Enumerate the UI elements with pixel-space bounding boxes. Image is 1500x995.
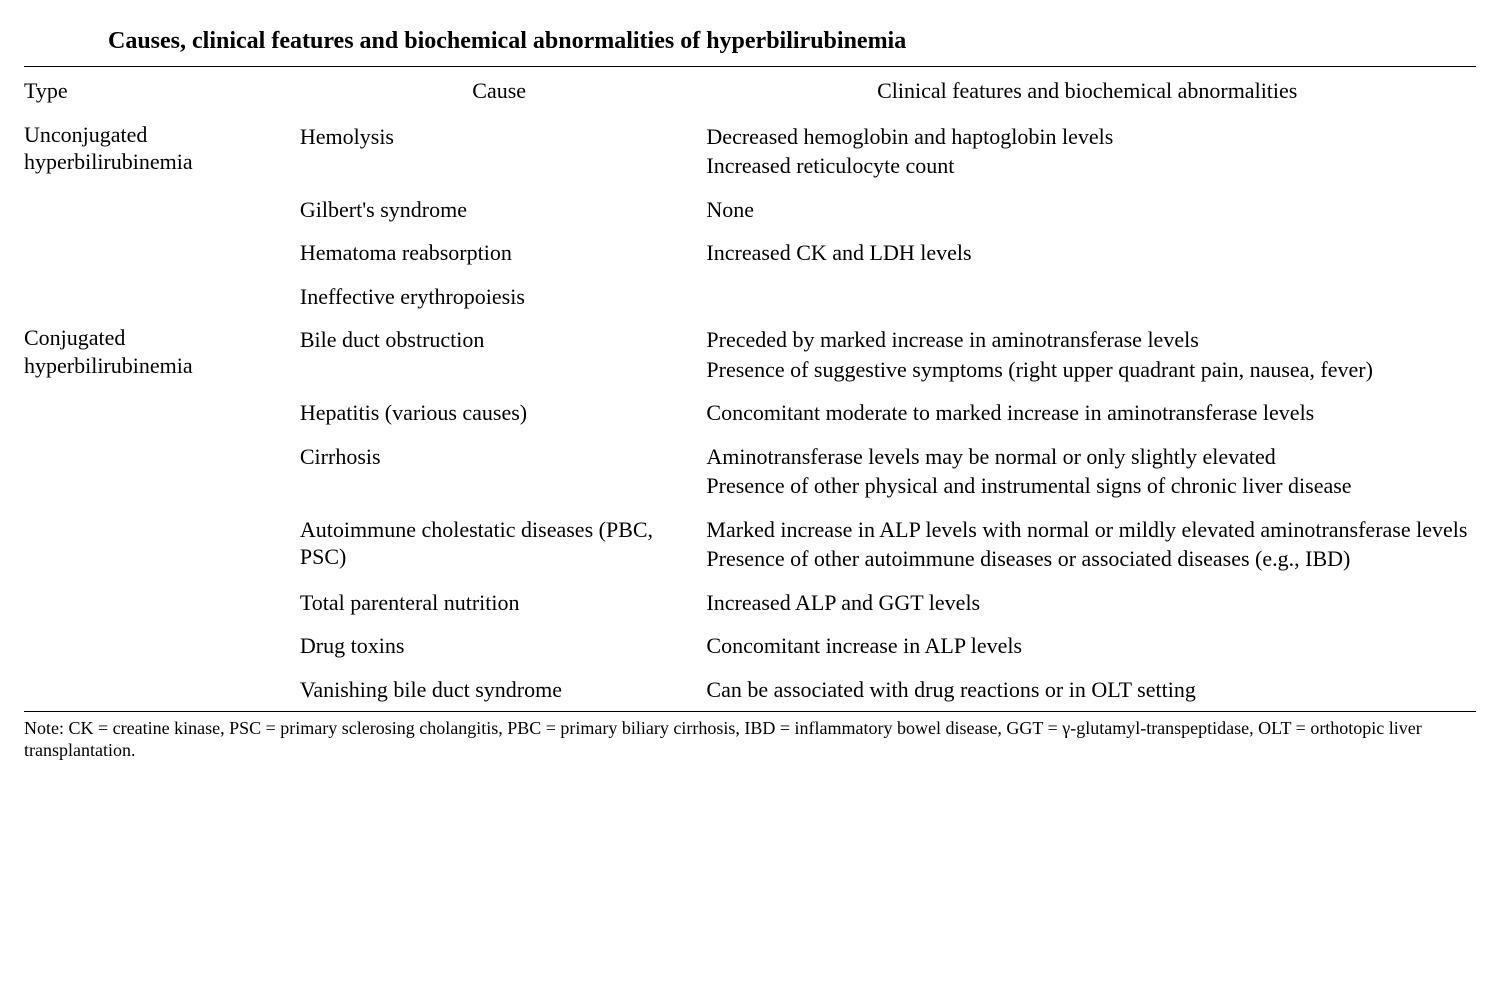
features-cell: None — [706, 188, 1476, 232]
table-row: Unconjugatedhyperbilirubinemia HemolysisD… — [24, 115, 1476, 188]
table-title: Causes, clinical features and biochemica… — [24, 20, 1476, 66]
cause-cell: Hepatitis (various causes) — [300, 391, 707, 435]
cause-cell: Vanishing bile duct syndrome — [300, 668, 707, 712]
feature-line: Concomitant increase in ALP levels — [706, 632, 1468, 660]
feature-line: Presence of suggestive symptoms (right u… — [706, 356, 1468, 384]
feature-line: Can be associated with drug reactions or… — [706, 676, 1468, 704]
features-cell: Concomitant moderate to marked increase … — [706, 391, 1476, 435]
hyperbilirubinemia-table: Type Cause Clinical features and biochem… — [24, 67, 1476, 711]
cause-cell: Drug toxins — [300, 624, 707, 668]
features-cell: Can be associated with drug reactions or… — [706, 668, 1476, 712]
feature-line: Aminotransferase levels may be normal or… — [706, 443, 1468, 471]
footnote: Note: CK = creatine kinase, PSC = primar… — [24, 712, 1476, 761]
cause-cell: Autoimmune cholestatic diseases (PBC, PS… — [300, 508, 707, 581]
cause-cell: Total parenteral nutrition — [300, 581, 707, 625]
features-cell: Decreased hemoglobin and haptoglobin lev… — [706, 115, 1476, 188]
features-cell: Concomitant increase in ALP levels — [706, 624, 1476, 668]
feature-line: Marked increase in ALP levels with norma… — [706, 516, 1468, 544]
type-cell: Conjugatedhyperbilirubinemia — [24, 318, 300, 711]
feature-line: Increased CK and LDH levels — [706, 239, 1468, 267]
feature-line: None — [706, 196, 1468, 224]
cause-cell: Hematoma reabsorption — [300, 231, 707, 275]
features-cell — [706, 275, 1476, 319]
type-line: hyperbilirubinemia — [24, 148, 292, 176]
feature-line: Decreased hemoglobin and haptoglobin lev… — [706, 123, 1468, 151]
feature-line: Increased reticulocyte count — [706, 152, 1468, 180]
cause-cell: Bile duct obstruction — [300, 318, 707, 391]
cause-cell: Hemolysis — [300, 115, 707, 188]
header-features: Clinical features and biochemical abnorm… — [706, 67, 1476, 115]
feature-line: Presence of other physical and instrumen… — [706, 472, 1468, 500]
feature-line: Concomitant moderate to marked increase … — [706, 399, 1468, 427]
type-cell: Unconjugatedhyperbilirubinemia — [24, 115, 300, 319]
feature-line: Preceded by marked increase in aminotran… — [706, 326, 1468, 354]
header-type: Type — [24, 67, 300, 115]
features-cell: Marked increase in ALP levels with norma… — [706, 508, 1476, 581]
features-cell: Increased ALP and GGT levels — [706, 581, 1476, 625]
type-line: Conjugated — [24, 324, 292, 352]
header-cause: Cause — [300, 67, 707, 115]
feature-line: Increased ALP and GGT levels — [706, 589, 1468, 617]
features-cell: Increased CK and LDH levels — [706, 231, 1476, 275]
cause-cell: Ineffective erythropoiesis — [300, 275, 707, 319]
table-row: Conjugatedhyperbilirubinemia Bile duct ob… — [24, 318, 1476, 391]
type-line: hyperbilirubinemia — [24, 352, 292, 380]
feature-line: Presence of other autoimmune diseases or… — [706, 545, 1468, 573]
features-cell: Preceded by marked increase in aminotran… — [706, 318, 1476, 391]
cause-cell: Cirrhosis — [300, 435, 707, 508]
header-row: Type Cause Clinical features and biochem… — [24, 67, 1476, 115]
cause-cell: Gilbert's syndrome — [300, 188, 707, 232]
type-line: Unconjugated — [24, 121, 292, 149]
features-cell: Aminotransferase levels may be normal or… — [706, 435, 1476, 508]
